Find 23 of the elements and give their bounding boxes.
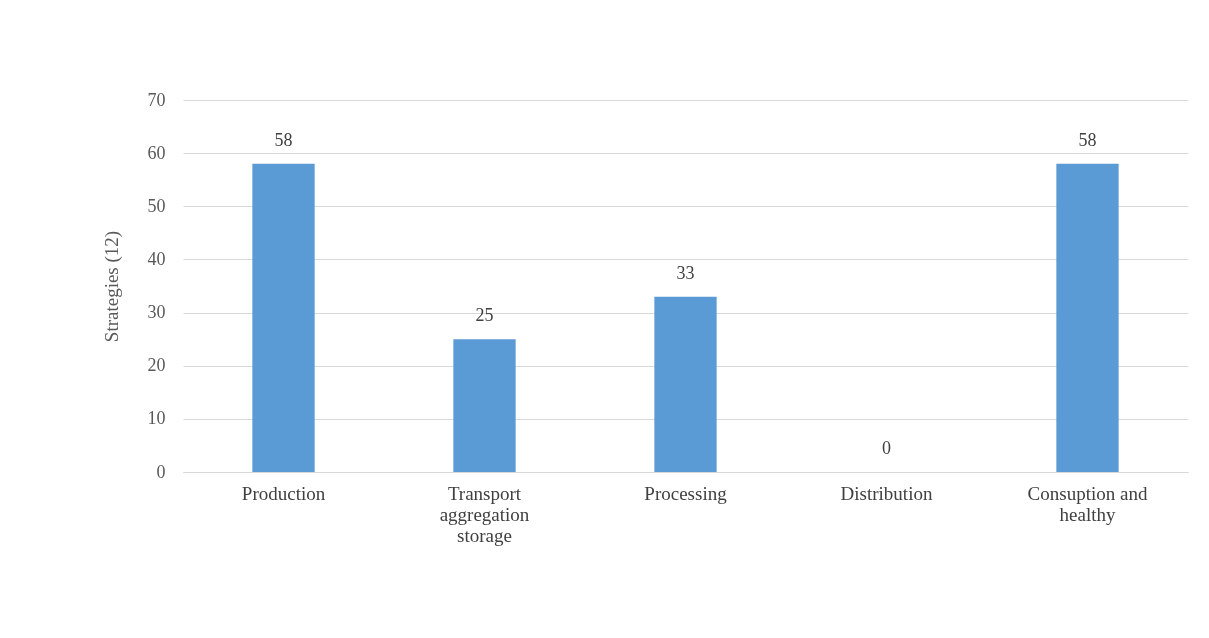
bar [453, 339, 516, 472]
x-tick-label: Production [241, 482, 326, 504]
data-label: 0 [882, 438, 891, 458]
y-tick-label: 60 [147, 142, 166, 163]
x-tick-label: Distribution [840, 482, 933, 504]
y-tick-label: 0 [156, 461, 166, 482]
y-tick-label: 10 [147, 408, 166, 429]
y-tick-label: 30 [147, 302, 166, 323]
bar [252, 163, 315, 472]
x-tick-label: Consuption and healthy [1027, 482, 1148, 525]
y-axis-title: Strategies (12) [100, 230, 123, 343]
y-tick-label: 20 [147, 355, 166, 376]
data-label: 58 [1078, 129, 1097, 150]
data-label: 25 [475, 305, 494, 326]
data-label: 33 [676, 262, 695, 283]
y-tick-label: 50 [147, 195, 166, 216]
x-tick-label: Processing [644, 482, 728, 504]
x-tick-label: Transport aggregation storage [439, 482, 530, 546]
data-label: 58 [274, 129, 293, 150]
bar [1056, 163, 1119, 472]
bar [654, 296, 717, 472]
y-tick-label: 70 [147, 89, 166, 110]
y-tick-label: 40 [147, 248, 166, 269]
